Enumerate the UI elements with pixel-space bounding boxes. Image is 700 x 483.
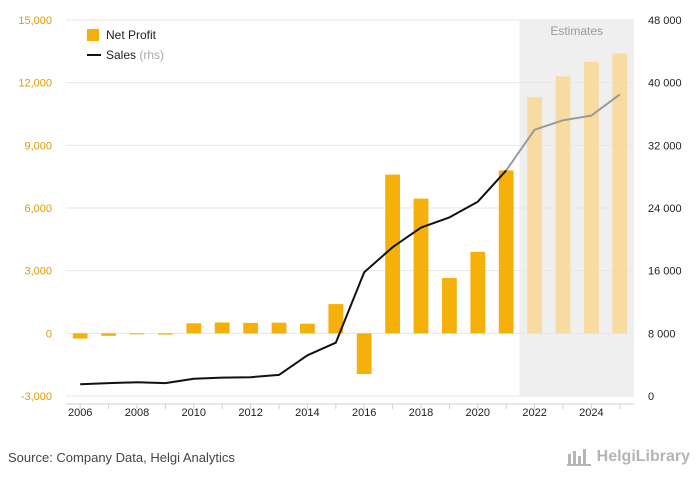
left-tick-label: 15,000	[18, 15, 52, 27]
legend-bar-swatch	[87, 29, 99, 41]
net-profit-bar	[584, 61, 599, 334]
net-profit-bar	[356, 333, 372, 375]
net-profit-bar	[527, 97, 542, 334]
net-profit-bar	[129, 333, 145, 335]
net-profit-bar	[271, 322, 287, 334]
net-profit-bar	[101, 333, 116, 336]
net-profit-bar	[555, 76, 571, 334]
right-tick-label: 0	[648, 391, 654, 403]
x-tick-label: 2020	[466, 407, 490, 419]
x-tick-label: 2010	[182, 407, 206, 419]
chart-canvas: Estimates -3,000 0 3,000 6,000 9,000 12,000 15,…	[18, 15, 682, 419]
x-tick-label: 2014	[295, 407, 319, 419]
left-tick-label: 3,000	[24, 266, 52, 278]
net-profit-bar	[498, 170, 514, 334]
x-tick-label: 2012	[238, 407, 262, 419]
net-profit-bar	[243, 322, 258, 334]
source-note: Source: Company Data, Helgi Analytics	[8, 450, 235, 465]
net-profit-bar	[385, 174, 400, 334]
x-tick-label: 2022	[522, 407, 546, 419]
net-profit-bar	[186, 323, 202, 334]
left-tick-label: 6,000	[24, 203, 52, 215]
sales-line-estimate	[505, 93, 621, 171]
legend-sales: Sales (rhs)	[106, 48, 164, 62]
net-profit-bar	[612, 53, 628, 334]
right-tick-label: 48 000	[648, 15, 682, 27]
estimates-label: Estimates	[550, 24, 603, 38]
left-tick-label: 0	[46, 328, 52, 340]
brand-logo: HelgiLibrary	[566, 448, 690, 466]
net-profit-bar	[214, 322, 230, 334]
x-tick-label: 2006	[68, 407, 92, 419]
x-tick-label: 2008	[125, 407, 149, 419]
net-profit-bar	[300, 323, 315, 334]
left-tick-label: 12,000	[18, 78, 52, 90]
x-tick-label: 2018	[409, 407, 433, 419]
x-tick-label: 2024	[579, 407, 603, 419]
net-profit-bar	[413, 198, 429, 334]
right-tick-label: 24 000	[648, 203, 682, 215]
net-profit-bar	[328, 304, 344, 334]
sales-line-actual	[80, 169, 507, 386]
right-tick-label: 16 000	[648, 266, 682, 278]
x-tick-label: 2016	[352, 407, 376, 419]
legend-sales-rhs: (rhs)	[139, 48, 164, 62]
right-tick-label: 40 000	[648, 78, 682, 90]
net-profit-bar	[158, 333, 173, 335]
right-tick-label: 32 000	[648, 140, 682, 152]
right-tick-label: 8 000	[648, 328, 676, 340]
left-tick-label: -3,000	[21, 391, 52, 403]
legend-net-profit: Net Profit	[106, 28, 157, 42]
brand-name: HelgiLibrary	[596, 448, 690, 465]
net-profit-bar	[442, 277, 457, 334]
library-icon	[566, 449, 591, 466]
net-profit-bar	[470, 251, 486, 334]
left-tick-label: 9,000	[24, 140, 52, 152]
net-profit-bar	[72, 333, 88, 339]
